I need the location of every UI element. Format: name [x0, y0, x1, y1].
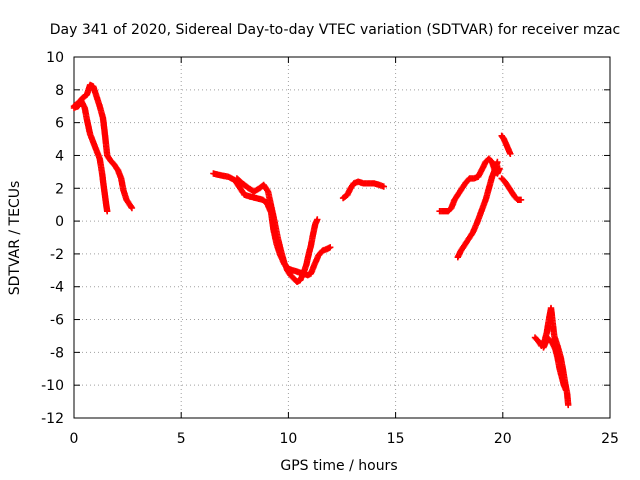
y-tick-label: 6 — [55, 116, 64, 132]
data-point — [517, 196, 525, 203]
data-point — [314, 216, 321, 223]
series-arc1a — [70, 81, 136, 212]
data-point — [494, 158, 501, 166]
data-point — [507, 150, 514, 157]
y-axis-label: SDTVAR / TECUs — [7, 181, 23, 296]
x-tick-label: 25 — [601, 431, 619, 447]
grid-lines — [74, 57, 610, 418]
series-arc5b — [540, 336, 570, 394]
plot-frame — [73, 56, 611, 419]
x-axis-label: GPS time / hours — [280, 458, 397, 474]
x-tick-label: 0 — [70, 431, 79, 447]
data-point — [104, 208, 111, 215]
y-tick-label: 0 — [55, 214, 64, 230]
x-tick-label: 10 — [279, 431, 297, 447]
y-tick-label: 2 — [55, 181, 64, 197]
data-points — [70, 81, 572, 409]
data-point — [128, 204, 136, 212]
y-tick-label: -8 — [50, 345, 64, 361]
y-tick-label: -10 — [41, 378, 64, 394]
series-arc4b — [454, 158, 501, 261]
data-point — [562, 386, 570, 394]
y-tick-label: 4 — [55, 148, 64, 164]
series-arc4d — [498, 175, 525, 203]
y-tick-label: -12 — [41, 411, 64, 427]
x-tick-label: 15 — [387, 431, 405, 447]
data-point — [380, 183, 387, 190]
series-arc4c — [498, 132, 514, 157]
series-arc3 — [339, 178, 387, 202]
series-arc2b — [233, 175, 321, 285]
y-tick-label: -6 — [50, 313, 64, 329]
y-tick-label: 8 — [55, 83, 64, 99]
series-arc1b — [70, 98, 111, 215]
chart-title: Day 341 of 2020, Sidereal Day-to-day VTE… — [50, 22, 620, 38]
y-tick-label: -4 — [50, 280, 64, 296]
y-tick-label: 10 — [46, 50, 64, 66]
y-tick-label: -2 — [50, 247, 64, 263]
data-point — [327, 244, 334, 251]
x-tick-label: 20 — [494, 431, 512, 447]
data-point — [565, 401, 572, 409]
x-tick-label: 5 — [177, 431, 186, 447]
axis-ticks: 0 5 10 15 20 25 -12 -10 -8 -6 -4 -2 0 2 4 6 8 10 — [41, 50, 619, 447]
